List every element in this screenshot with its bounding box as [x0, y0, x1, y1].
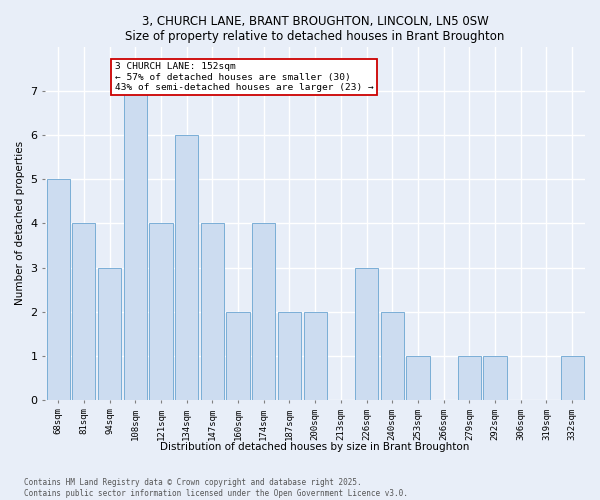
Bar [406, 356, 430, 400]
Bar [355, 268, 378, 400]
Bar [98, 268, 121, 400]
Bar [201, 224, 224, 400]
Bar [380, 312, 404, 400]
Bar [458, 356, 481, 400]
Bar [560, 356, 584, 400]
Bar [175, 135, 198, 400]
Bar [47, 180, 70, 400]
Bar [484, 356, 506, 400]
X-axis label: Distribution of detached houses by size in Brant Broughton: Distribution of detached houses by size … [160, 442, 470, 452]
Bar [73, 224, 95, 400]
Bar [149, 224, 173, 400]
Y-axis label: Number of detached properties: Number of detached properties [15, 142, 25, 306]
Title: 3, CHURCH LANE, BRANT BROUGHTON, LINCOLN, LN5 0SW
Size of property relative to d: 3, CHURCH LANE, BRANT BROUGHTON, LINCOLN… [125, 15, 505, 43]
Bar [278, 312, 301, 400]
Text: Contains HM Land Registry data © Crown copyright and database right 2025.
Contai: Contains HM Land Registry data © Crown c… [24, 478, 408, 498]
Bar [226, 312, 250, 400]
Bar [124, 91, 147, 400]
Text: 3 CHURCH LANE: 152sqm
← 57% of detached houses are smaller (30)
43% of semi-deta: 3 CHURCH LANE: 152sqm ← 57% of detached … [115, 62, 373, 92]
Bar [304, 312, 327, 400]
Bar [252, 224, 275, 400]
